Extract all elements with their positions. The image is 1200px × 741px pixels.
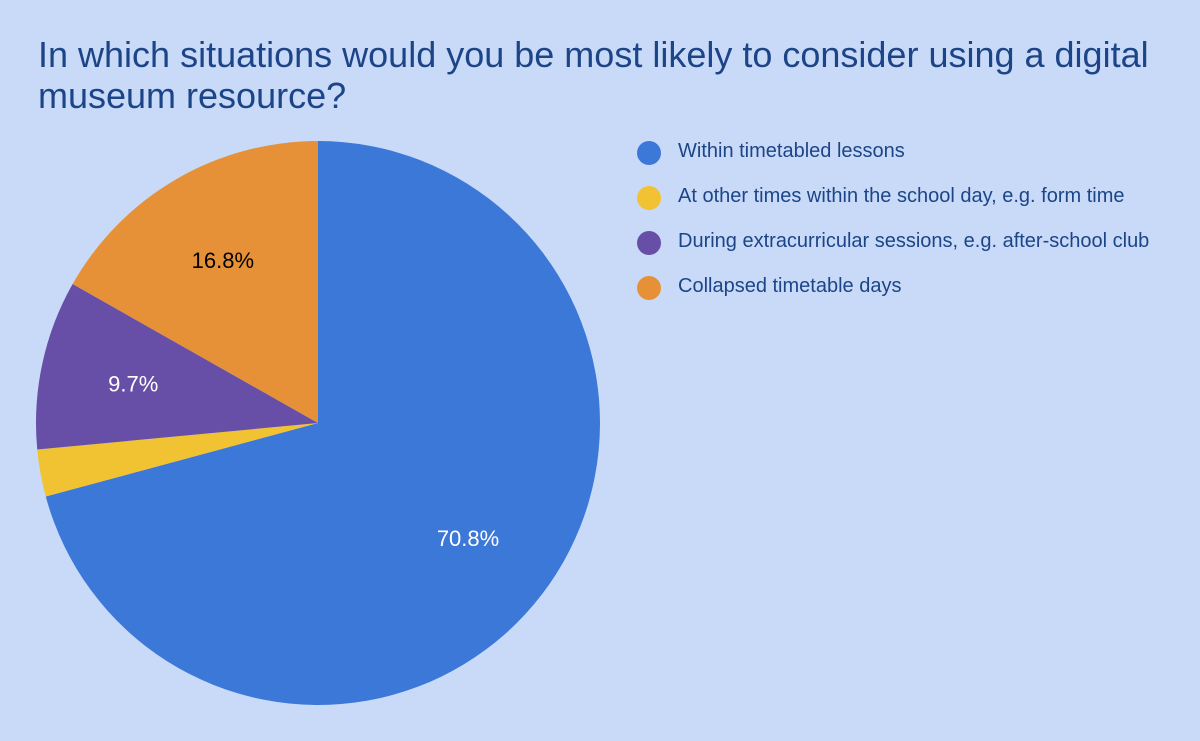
legend-item[interactable]: At other times within the school day, e.…	[637, 185, 1157, 210]
legend-item[interactable]: Collapsed timetable days	[637, 275, 1157, 300]
legend-label: Collapsed timetable days	[678, 275, 902, 297]
pie-slice	[45, 141, 600, 705]
legend-label: During extracurricular sessions, e.g. af…	[678, 230, 1150, 252]
chart-title: In which situations would you be most li…	[38, 34, 1149, 116]
legend-label: Within timetabled lessons	[678, 140, 905, 162]
legend-marker-icon	[637, 276, 661, 300]
legend-marker-icon	[637, 231, 661, 255]
legend: Within timetabled lessons At other times …	[637, 140, 1157, 320]
pie-slice	[37, 423, 318, 497]
legend-marker-icon	[637, 186, 661, 210]
pie-slice	[72, 141, 318, 423]
slice-data-label: 16.8%	[192, 248, 254, 273]
legend-label: At other times within the school day, e.…	[678, 185, 1125, 207]
legend-item[interactable]: Within timetabled lessons	[637, 140, 1157, 165]
pie-slice	[36, 284, 318, 450]
slice-data-label: 9.7%	[108, 372, 158, 397]
slice-data-label: 70.8%	[437, 526, 499, 551]
legend-item[interactable]: During extracurricular sessions, e.g. af…	[637, 230, 1157, 255]
legend-marker-icon	[637, 141, 661, 165]
